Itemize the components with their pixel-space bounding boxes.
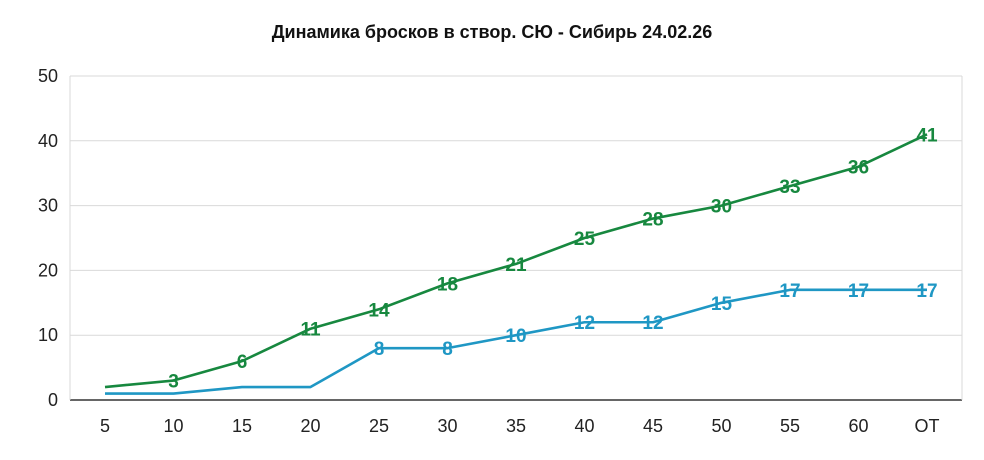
x-tick-label: 35	[506, 416, 526, 436]
x-tick-label: 5	[100, 416, 110, 436]
x-tick-label: 25	[369, 416, 389, 436]
data-label: 30	[711, 197, 732, 218]
y-tick-label: 40	[38, 131, 58, 151]
x-tick-label: 40	[574, 416, 594, 436]
series-line	[105, 288, 927, 395]
data-label: 36	[848, 158, 869, 179]
x-tick-label: 55	[780, 416, 800, 436]
data-label: 17	[916, 281, 937, 302]
data-label: 8	[442, 339, 453, 360]
data-label: 11	[300, 320, 321, 341]
y-tick-label: 10	[38, 325, 58, 345]
data-label: 3	[168, 372, 179, 393]
y-tick-label: 20	[38, 260, 58, 280]
x-tick-label: 20	[300, 416, 320, 436]
data-label: 10	[505, 326, 526, 347]
y-tick-label: 0	[48, 390, 58, 410]
data-label: 28	[642, 210, 663, 231]
x-tick-label: 30	[437, 416, 457, 436]
x-tick-label: 50	[711, 416, 731, 436]
chart-title: Динамика бросков в створ. СЮ - Сибирь 24…	[271, 22, 713, 42]
x-tick-label: 60	[848, 416, 868, 436]
data-label: 25	[574, 229, 596, 250]
x-tick-label: 15	[232, 416, 252, 436]
data-label: 12	[642, 313, 663, 334]
data-label: 21	[505, 255, 527, 276]
x-tick-label: OT	[915, 416, 940, 436]
data-label: 41	[916, 125, 938, 146]
data-label: 15	[711, 294, 733, 315]
x-tick-label: 45	[643, 416, 663, 436]
data-label: 18	[437, 274, 458, 295]
y-tick-label: 30	[38, 196, 58, 216]
data-label: 6	[237, 352, 248, 373]
data-label: 8	[374, 339, 385, 360]
y-tick-label: 50	[38, 66, 58, 86]
data-label: 14	[368, 300, 390, 321]
data-label: 12	[574, 313, 595, 334]
x-tick-label: 10	[163, 416, 183, 436]
data-label: 17	[848, 281, 869, 302]
data-label: 33	[779, 177, 800, 198]
data-label: 17	[779, 281, 800, 302]
series-line	[104, 133, 928, 389]
